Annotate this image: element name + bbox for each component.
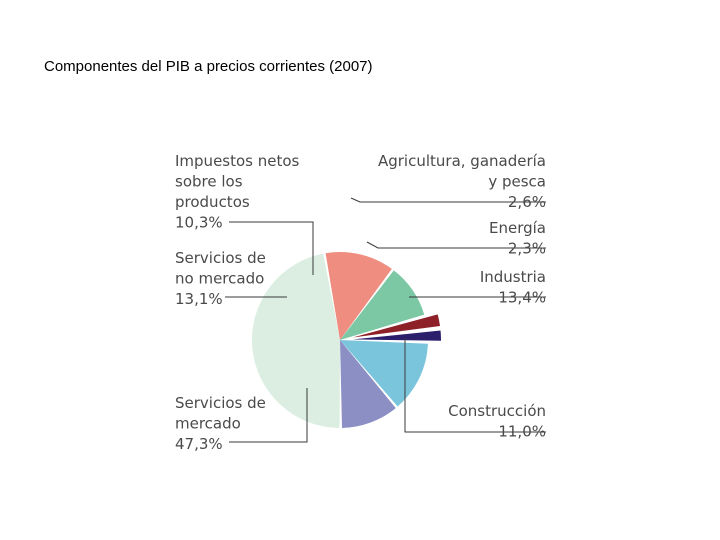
pie-slice [352, 330, 441, 341]
pie-slice [340, 340, 396, 428]
slice-value-label: 11,0% [498, 423, 546, 441]
slice-name-label: Construcción [448, 402, 546, 420]
pie-slice [325, 251, 392, 340]
slice-value-label: 2,6% [508, 193, 546, 211]
slice-label: Energía 2,3% [489, 219, 546, 258]
leader-line [404, 338, 546, 433]
slice-name-label: Impuestos netos [175, 152, 300, 170]
slice-name-label: Energía [489, 219, 546, 237]
slice-name-label: sobre los [175, 173, 243, 191]
slice-name-label: Servicios de [175, 249, 266, 267]
slide-title: Componentes del PIB a precios corrientes… [44, 58, 373, 75]
slice-name-label: mercado [175, 415, 241, 433]
slice-value-label: 13,4% [498, 289, 546, 307]
pie-slice [340, 270, 425, 340]
leader-line [366, 241, 546, 249]
slice-name-label: no mercado [175, 270, 264, 288]
slice-name-label: Servicios de [175, 394, 266, 412]
leader-line [350, 197, 546, 203]
slice-name-label: productos [175, 193, 250, 211]
leader-line [229, 221, 314, 275]
slice-name-label: Industria [480, 268, 546, 286]
slice-value-label: 47,3% [175, 435, 223, 453]
slice-label: Impuestos netos sobre los productos 10,3% [175, 152, 300, 232]
slice-name-label: y pesca [488, 173, 546, 191]
slice-name-label: Agricultura, ganadería [378, 152, 546, 170]
slice-label: Agricultura, ganadería y pesca 2,6% [378, 152, 546, 211]
slice-value-label: 10,3% [175, 214, 223, 232]
leader-line [229, 388, 308, 443]
slice-value-label: 13,1% [175, 290, 223, 308]
slice-label: Industria 13,4% [480, 268, 546, 307]
slice-label: Servicios de mercado 47,3% [175, 394, 266, 453]
pie-slice [352, 314, 441, 338]
pie-slice [340, 340, 428, 407]
slice-label: Servicios de no mercado 13,1% [175, 249, 266, 308]
slice-label: Construcción 11,0% [448, 402, 546, 441]
slice-value-label: 2,3% [508, 240, 546, 258]
